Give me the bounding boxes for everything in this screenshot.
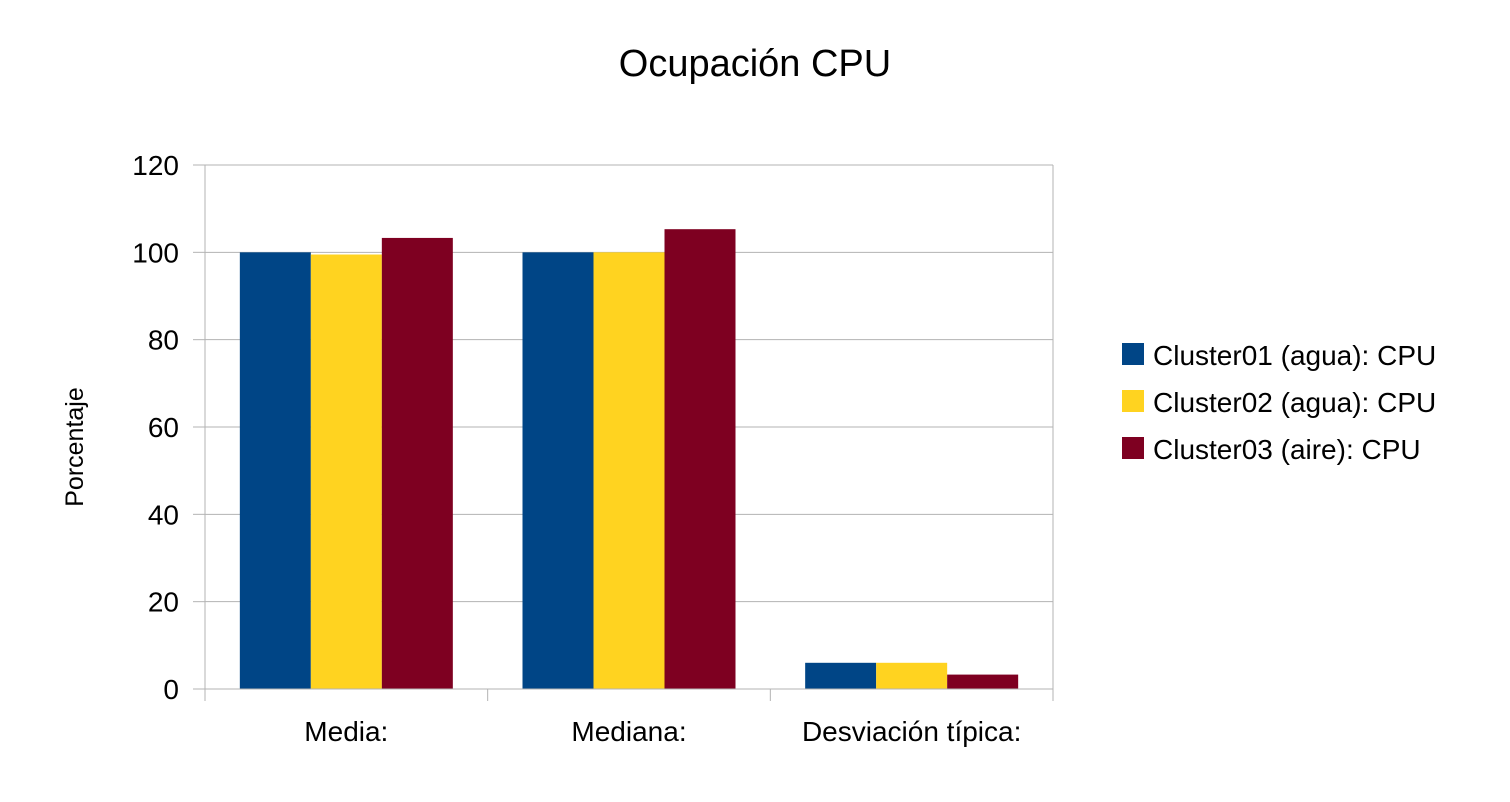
bar (381, 237, 453, 689)
bar (310, 254, 382, 689)
legend-label: Cluster02 (agua): CPU (1153, 387, 1436, 418)
axes (193, 164, 1054, 701)
bar (947, 674, 1019, 689)
bar (593, 252, 665, 690)
bar (239, 252, 311, 690)
legend-item: Cluster02 (agua): CPU (1122, 387, 1436, 418)
x-tick-label: Desviación típica: (802, 716, 1021, 747)
legend-label: Cluster01 (agua): CPU (1153, 340, 1436, 371)
y-tick-label: 0 (163, 674, 179, 705)
legend-swatch (1122, 390, 1144, 412)
bar (522, 252, 594, 690)
y-tick-label: 100 (132, 237, 179, 268)
y-tick-labels: 0 20 40 60 80 100 120 (132, 150, 179, 705)
y-tick-label: 120 (132, 150, 179, 181)
y-tick-label: 40 (148, 499, 179, 530)
y-tick-label: 80 (148, 325, 179, 356)
legend-item: Cluster03 (aire): CPU (1122, 434, 1421, 465)
bar (876, 662, 948, 689)
bar (664, 229, 736, 689)
legend-swatch (1122, 437, 1144, 459)
x-tick-label: Mediana: (571, 716, 686, 747)
x-tick-label: Media: (304, 716, 388, 747)
y-tick-label: 60 (148, 412, 179, 443)
chart-title: Ocupación CPU (619, 43, 891, 85)
y-axis-title: Porcentaje (61, 387, 89, 507)
legend-label: Cluster03 (aire): CPU (1153, 434, 1421, 465)
x-tick-labels: Media: Mediana: Desviación típica: (304, 716, 1021, 747)
y-tick-label: 20 (148, 587, 179, 618)
legend-swatch (1122, 343, 1144, 365)
bars (239, 229, 1019, 690)
legend: Cluster01 (agua): CPU Cluster02 (agua): C… (1122, 340, 1436, 465)
legend-item: Cluster01 (agua): CPU (1122, 340, 1436, 371)
bar (805, 662, 877, 689)
